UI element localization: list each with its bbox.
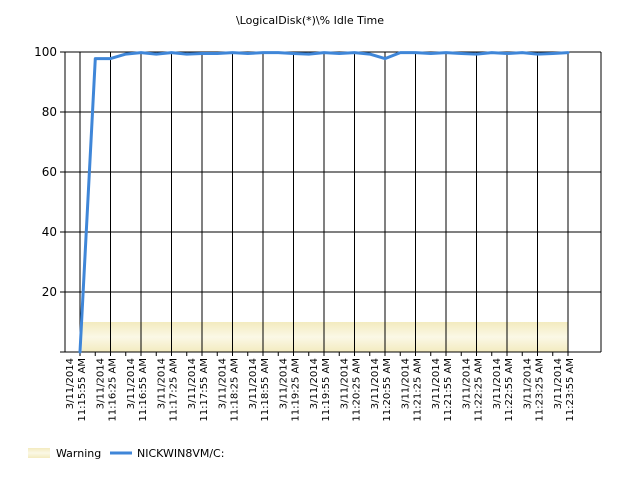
x-tick-label: 3/11/201411:17:55 AM [187,358,210,422]
x-tick-label: 3/11/201411:20:25 AM [340,358,363,422]
legend-swatch-warning [28,448,50,458]
x-tick-label: 3/11/201411:17:25 AM [157,358,180,422]
x-tick-label: 3/11/201411:22:55 AM [492,358,515,422]
x-tick-label: 3/11/201411:19:25 AM [279,358,302,422]
y-tick-label: 40 [42,225,57,239]
x-tick-label: 3/11/201411:21:25 AM [401,358,424,422]
legend-label-series: NICKWIN8VM/C: [137,447,224,460]
x-tick-label: 3/11/201411:18:25 AM [218,358,241,422]
chart-title: \LogicalDisk(*)\% Idle Time [236,14,384,27]
series-line [78,51,570,354]
y-tick-label: 60 [42,165,57,179]
x-tick-label: 3/11/201411:16:25 AM [96,358,119,422]
x-tick-label: 3/11/201411:23:55 AM [553,358,576,422]
x-tick-label: 3/11/201411:19:55 AM [309,358,332,422]
legend-label-warning: Warning [56,447,101,460]
x-tick-label: 3/11/201411:18:55 AM [248,358,271,422]
y-tick-label: 100 [34,45,57,59]
x-tick-label: 3/11/201411:22:25 AM [462,358,485,422]
x-tick-label: 3/11/201411:23:25 AM [523,358,546,422]
x-tick-label: 3/11/201411:15:55 AM [65,358,88,422]
y-tick-label: 80 [42,105,57,119]
x-tick-label: 3/11/201411:20:55 AM [370,358,393,422]
x-tick-label: 3/11/201411:16:55 AM [126,358,149,422]
x-tick-label: 3/11/201411:21:55 AM [431,358,454,422]
y-tick-label: 20 [42,285,57,299]
warning-band [82,322,568,352]
